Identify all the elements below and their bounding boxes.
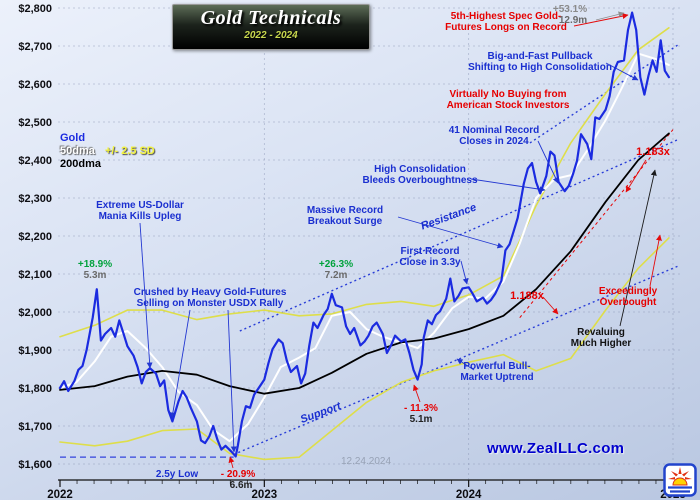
- gridlines: [58, 7, 681, 480]
- y-axis-label: $2,200: [18, 231, 52, 243]
- annotation-arrows: [139, 11, 662, 469]
- y-axis-label: $2,800: [18, 3, 52, 15]
- legend-sd-band-label: +/- 2.5 SD: [104, 145, 155, 158]
- y-axis-labels: $1,600 $1,700 $1,800 $1,900 $2,000 $2,100 $2,2…: [18, 3, 52, 471]
- x-axis-labels: 2022202320242025: [47, 489, 686, 500]
- y-axis-label: $2,100: [18, 269, 52, 281]
- x-axis-label: 2024: [456, 489, 482, 500]
- series--2-5-sd-band-line: [59, 237, 670, 461]
- y-axis-label: $2,300: [18, 193, 52, 205]
- chart-title: Gold Technicals: [200, 7, 342, 29]
- series-200dma-line: [59, 132, 670, 395]
- x-axis: [58, 479, 682, 487]
- legend: Gold 50dma +/- 2.5 SD 200dma: [60, 132, 155, 172]
- trendline-support: [233, 264, 680, 456]
- series: [58, 11, 671, 461]
- y-axis-label: $2,500: [18, 117, 52, 129]
- series--2-5-sd-band-line: [59, 26, 670, 338]
- x-axis-label: 2023: [252, 489, 278, 500]
- zeal-logo: [663, 463, 697, 497]
- y-axis-label: $2,600: [18, 79, 52, 91]
- trendlines: [60, 43, 680, 458]
- x-axis-label: 2022: [47, 489, 73, 500]
- y-axis-label: $1,800: [18, 383, 52, 395]
- y-axis-label: $1,700: [18, 421, 52, 433]
- website-link[interactable]: www.ZealLLC.com: [487, 440, 625, 457]
- sunrise-icon: [668, 467, 692, 493]
- y-axis-label: $1,600: [18, 459, 52, 471]
- y-axis-label: $2,400: [18, 155, 52, 167]
- legend-200dma-label: 200dma: [60, 158, 101, 171]
- y-axis-label: $2,700: [18, 41, 52, 53]
- trendline-ratio-projection: [519, 129, 674, 319]
- chart-title-box: Gold Technicals 2022 - 2024: [172, 4, 370, 50]
- legend-50dma-label: 50dma: [60, 145, 95, 158]
- y-axis-label: $1,900: [18, 345, 52, 357]
- series-50dma-line: [59, 52, 670, 443]
- legend-gold-label: Gold: [60, 132, 86, 144]
- series-gold-line: [58, 11, 671, 458]
- chart-subtitle: 2022 - 2024: [244, 30, 298, 41]
- y-axis-label: $2,000: [18, 307, 52, 319]
